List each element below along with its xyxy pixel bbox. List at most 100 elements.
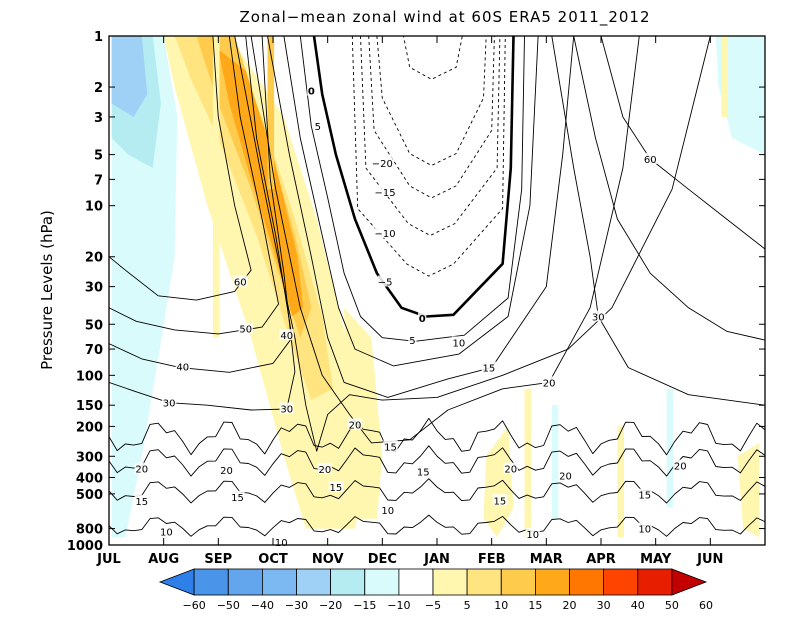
contour-label-5: −5 [378,278,393,289]
contour-label-bg [238,322,253,334]
x-tick-label-jan: JAN [423,552,450,567]
contour-zero [312,36,515,318]
contour-label-33: 10 [160,527,173,538]
contour-label-34: 10 [275,538,288,549]
x-tick-label-apr: APR [586,552,616,567]
colorbar-swatch-9 [466,568,502,596]
contour-label-bg [313,120,322,132]
contour-label-4: −10 [375,229,396,240]
colorbar-swatch-6 [364,568,400,596]
y-tick-label: 2 [94,81,103,96]
y-tick-label: 150 [76,399,103,414]
contour-label-bg [591,310,606,322]
shaded-stripe-7 [721,36,728,117]
contour-label-2: −20 [372,159,393,170]
contour-label-15: 40 [280,331,293,342]
shaded-fill-layer [111,36,765,538]
contour-label-35: 10 [381,506,394,517]
colorbar-label-9: 10 [494,599,508,612]
y-tick-label: 800 [76,523,103,538]
contour-label-bg [175,360,190,372]
shaded-stripe-1 [267,36,275,190]
contour-5 [299,36,525,342]
colorbar-swatch-14 [637,568,673,596]
colorbar-label-14: 50 [665,599,679,612]
contour-60 [109,36,252,301]
contour-label-10: 20 [543,378,556,389]
colorbar-swatch-4 [296,568,331,596]
contour-15-trop [109,478,765,504]
shaded-region-7 [715,36,765,155]
shaded-region-10 [737,442,760,538]
contour-label-18: 30 [280,405,293,416]
x-tick-label-dec: DEC [368,552,397,567]
contour-label-bg [159,525,174,537]
colorbar-label-1: −50 [217,599,240,612]
contour-label-29: 15 [231,493,244,504]
x-tick-label-mar: MAR [530,552,563,567]
contour-label-7: 5 [409,336,415,347]
contour-10-trop [109,514,765,537]
colorbar-swatch-2 [227,568,263,596]
contour-label-27: 20 [674,462,687,473]
contour-label-bg [134,462,149,474]
contour-label-bg [377,275,393,287]
shaded-stripe-0 [212,36,220,338]
contour-label-bg [481,361,497,373]
colorbar-swatch-10 [500,568,536,596]
contour-30b [109,36,296,411]
contour-negative-3 [360,36,501,236]
contour-label-24: 15 [417,468,430,479]
x-tick-label-aug: AUG [148,552,179,567]
contour-label-bg [374,185,396,197]
contour-label-11: 30 [592,313,605,324]
contour-label-bg [317,462,333,474]
contour-label-bg [219,464,234,476]
contour-15 [267,36,575,398]
contour-label-bg [492,494,508,506]
contour-label-bg [418,312,427,324]
contour-negative-1 [376,36,487,166]
contour-label-bg [525,527,540,539]
contour-label-bg [673,459,688,471]
y-tick-label: 5 [94,149,103,164]
contour-label-0: 0 [308,87,315,98]
chart-title: Zonal−mean zonal wind at 60S ERA5 2011_2… [239,8,650,27]
contour-label-bg [374,227,396,238]
colorbar-label-15: 60 [699,599,713,612]
shaded-region-9 [483,426,514,538]
contour-label-bg [233,275,248,287]
colorbar-swatch-8 [432,568,468,596]
shaded-stripe-5 [617,426,624,538]
contour-label-16: 40 [176,363,189,374]
colorbar: −60 −50 −40 −30 −20 −15 −10 −5 5 10 15 20 30 40 50 60 [158,568,713,612]
contour-label-37: 10 [638,525,651,536]
contour-label-bg [383,440,398,452]
colorbar-swatch-0 [158,568,195,596]
colorbar-label-3: −30 [285,599,308,612]
contour-label-26: 20 [559,472,572,483]
contour-label-32: 15 [638,491,651,502]
contour-label-bg [416,465,431,477]
x-tick-label-oct: OCT [258,552,288,567]
contour-10 [283,36,539,367]
contour-label-bg [372,156,393,168]
contour-label-bg [161,396,177,408]
contour-label-8: 10 [453,338,466,349]
shaded-stripe-4 [551,405,559,519]
y-tick-label: 30 [85,281,103,296]
contour-20-trop [109,445,765,477]
y-tick-label: 400 [76,472,103,487]
colorbar-label-4: −20 [319,599,342,612]
contour-label-25: 20 [504,465,517,476]
shaded-region-4 [111,36,178,538]
y-tick-label: 500 [76,488,103,503]
y-axis-label: Pressure Levels (hPa) [38,210,56,370]
shaded-region-3 [218,49,304,317]
contour-label-bg [347,418,363,430]
x-tick-label-feb: FEB [478,552,506,567]
x-axis-ticks: JUL AUG SEP OCT NOV DEC JAN FEB MAR APR MAY JUN [96,36,723,567]
contour-label-36: 10 [526,530,539,541]
